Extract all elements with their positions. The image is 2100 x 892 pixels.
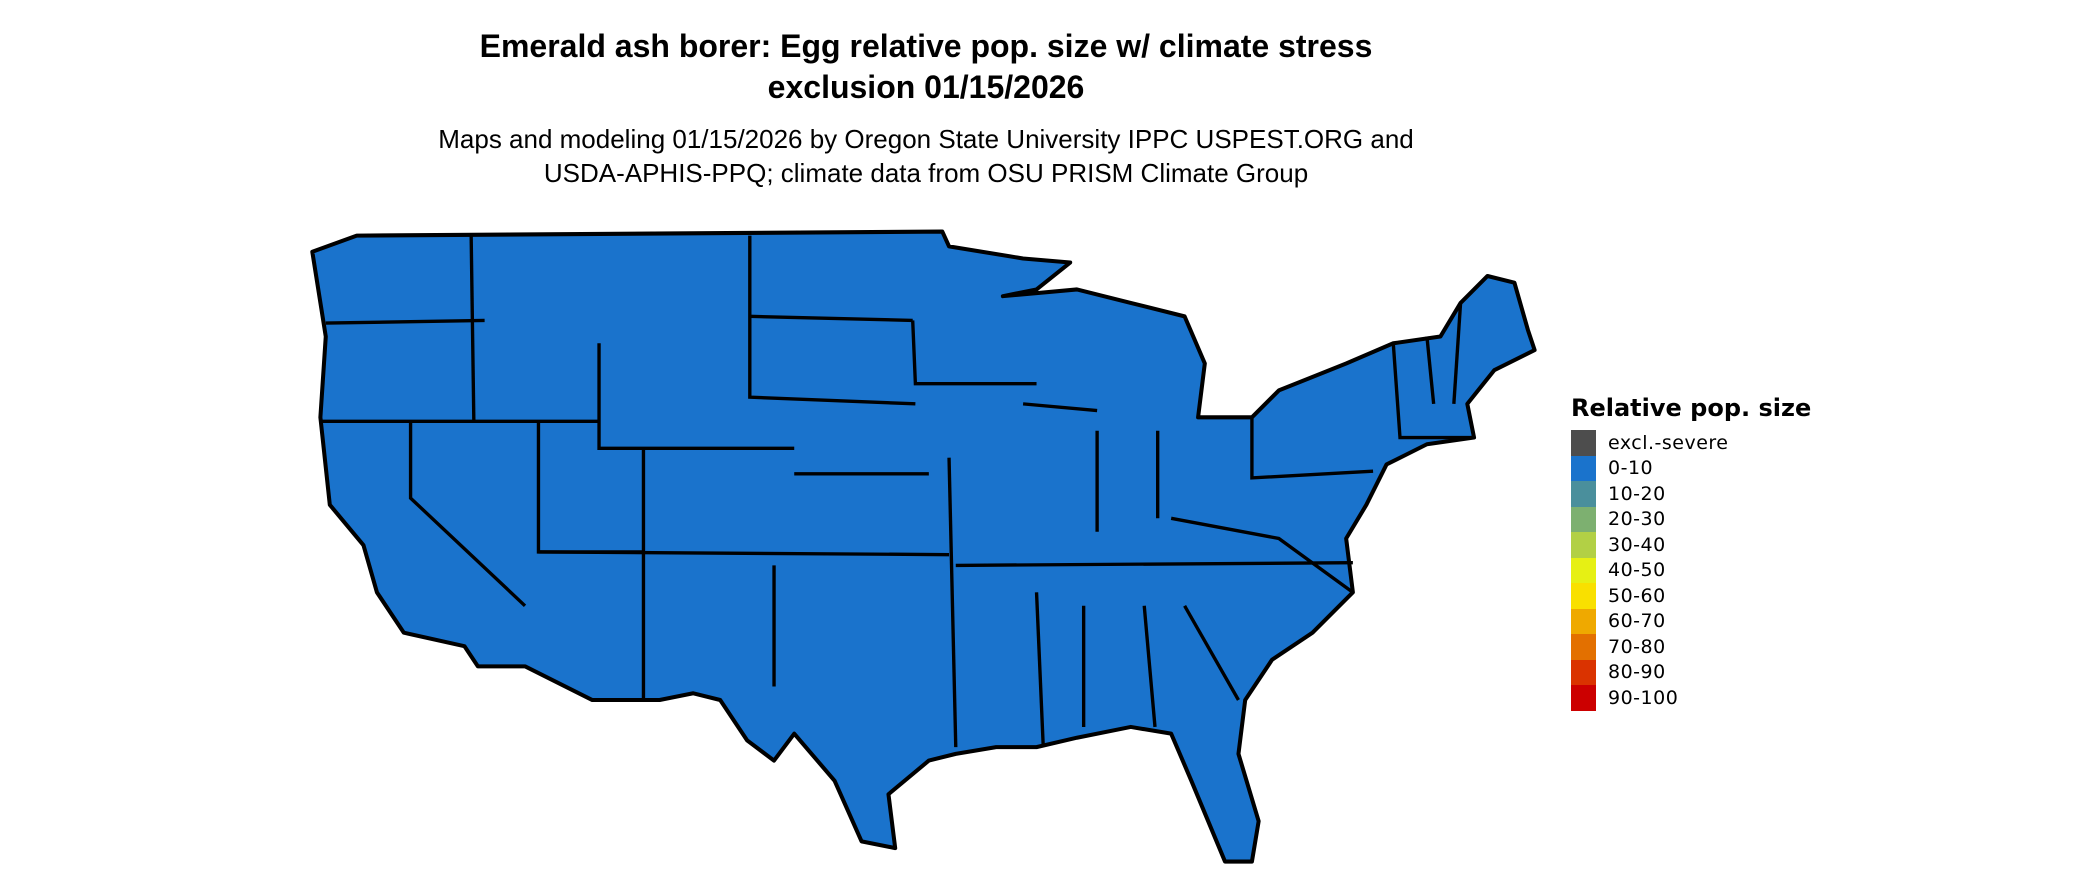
subtitle-line-1: Maps and modeling 01/15/2026 by Oregon S… [438,124,1414,154]
legend-swatch [1571,634,1596,660]
legend-label: 70-80 [1608,635,1666,658]
legend-label: 60-70 [1608,610,1666,633]
legend-label: 80-90 [1608,661,1666,684]
legend-swatch [1571,506,1596,532]
legend-swatch [1571,532,1596,558]
map-title: Emerald ash borer: Egg relative pop. siz… [0,26,1852,108]
legend-label: 30-40 [1608,533,1666,556]
legend-swatch [1571,608,1596,634]
legend-item: 80-90 [1571,659,1811,685]
legend-title: Relative pop. size [1571,394,1812,422]
title-line-2: exclusion 01/15/2026 [767,69,1085,105]
legend-label: 20-30 [1608,508,1666,531]
legend-label: 50-60 [1608,584,1666,607]
legend-label: excl.-severe [1608,431,1729,454]
legend-items: excl.-severe 0-10 10-20 20-30 30-40 40-50 50-6… [1571,430,1811,711]
legend: Relative pop. size excl.-severe 0-10 10-20… [1571,394,1811,711]
map-subtitle: Maps and modeling 01/15/2026 by Oregon S… [0,122,1852,190]
legend-swatch [1571,583,1596,609]
legend-item: 50-60 [1571,583,1811,609]
legend-item: 30-40 [1571,532,1811,558]
us-outline [310,229,1537,864]
state-borders [320,235,1475,748]
legend-item: 70-80 [1571,634,1811,660]
legend-item: excl.-severe [1571,430,1811,456]
legend-label: 10-20 [1608,482,1666,505]
title-line-1: Emerald ash borer: Egg relative pop. siz… [479,28,1373,64]
legend-label: 0-10 [1608,457,1654,480]
legend-label: 40-50 [1608,559,1666,582]
legend-item: 40-50 [1571,557,1811,583]
legend-item: 90-100 [1571,685,1811,711]
legend-swatch [1571,557,1596,583]
legend-item: 10-20 [1571,481,1811,507]
legend-label: 90-100 [1608,686,1679,709]
legend-swatch [1571,685,1596,711]
legend-item: 20-30 [1571,506,1811,532]
legend-swatch [1571,455,1596,481]
legend-item: 0-10 [1571,455,1811,481]
subtitle-line-2: USDA-APHIS-PPQ; climate data from OSU PR… [543,158,1309,188]
legend-swatch [1571,481,1596,507]
legend-swatch [1571,659,1596,685]
legend-swatch [1571,430,1596,456]
legend-item: 60-70 [1571,608,1811,634]
